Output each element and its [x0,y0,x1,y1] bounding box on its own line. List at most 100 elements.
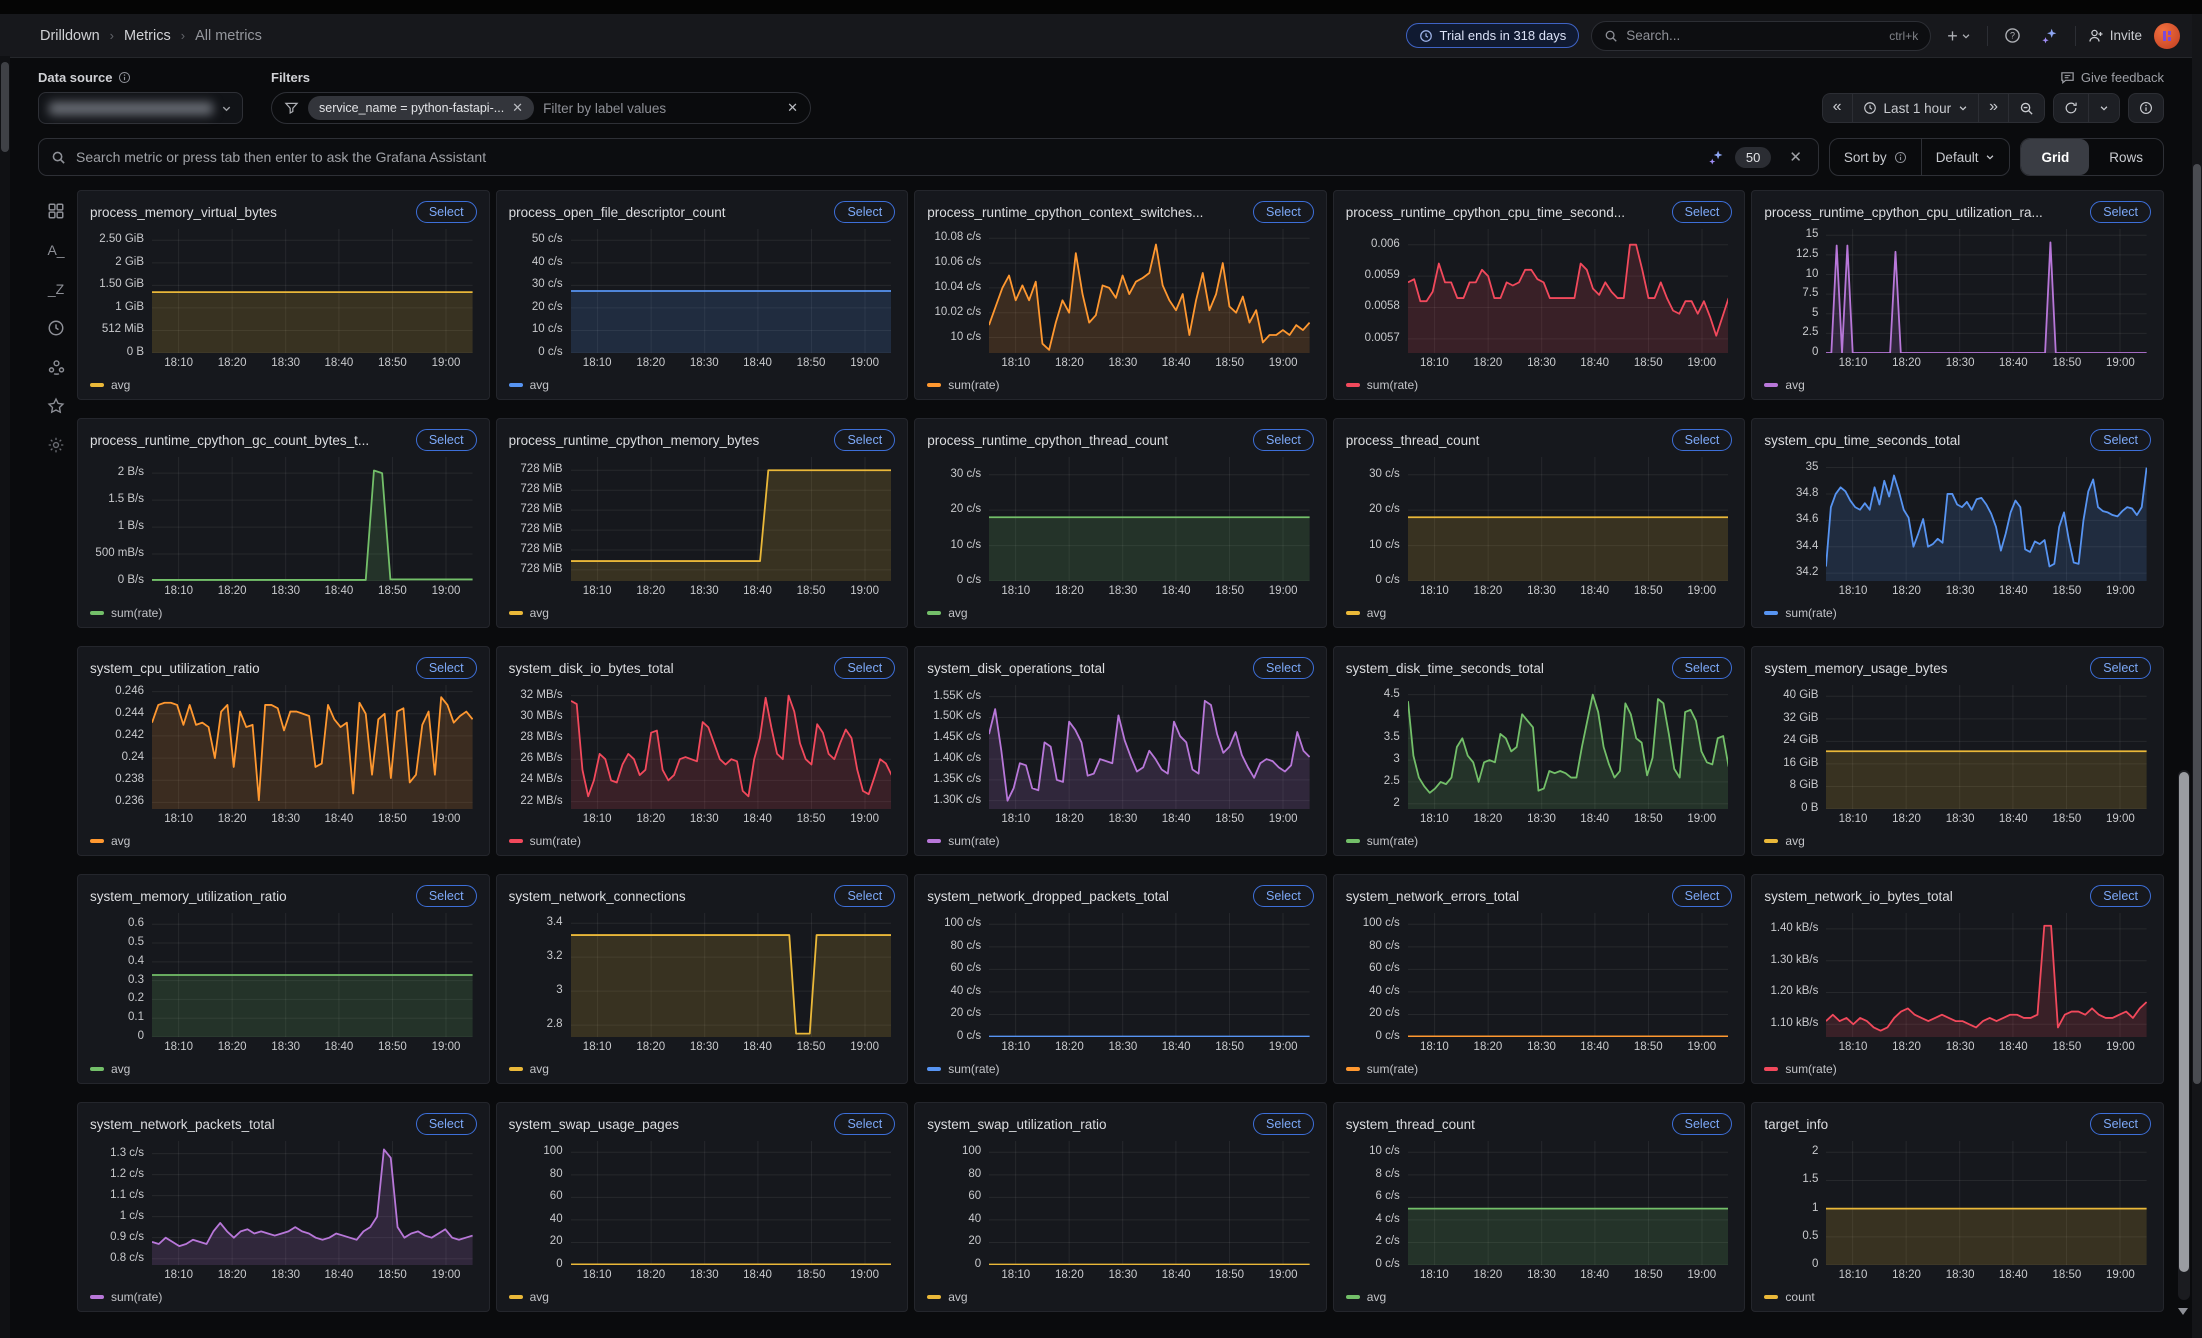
page-scrollbar-thumb[interactable] [2193,164,2201,1084]
select-button[interactable]: Select [1253,429,1314,451]
sort-value-dropdown[interactable]: Default [1920,139,2010,175]
legend[interactable]: avg [1764,375,2151,395]
sort-za-icon[interactable]: _Z [47,281,65,297]
select-button[interactable]: Select [2090,1113,2151,1135]
breadcrumb-drilldown[interactable]: Drilldown [40,27,100,44]
legend[interactable]: sum(rate) [1345,1059,1733,1079]
legend[interactable]: sum(rate) [90,603,477,623]
invite-button[interactable]: Invite [2088,28,2142,44]
select-button[interactable]: Select [834,657,896,679]
select-button[interactable]: Select [415,885,477,907]
legend[interactable]: sum(rate) [927,831,1314,851]
legend[interactable]: avg [1345,603,1733,623]
select-button[interactable]: Select [2090,657,2151,679]
refresh-interval-dropdown[interactable] [2088,93,2120,123]
refresh-button[interactable] [2053,93,2088,123]
zoom-out-button[interactable] [2008,93,2045,123]
legend[interactable]: avg [90,831,477,851]
give-feedback-link[interactable]: Give feedback [2060,70,2164,85]
legend[interactable]: sum(rate) [90,1287,477,1307]
remove-filter-icon[interactable]: ✕ [512,100,524,115]
filter-values-input[interactable] [543,100,779,116]
clear-search-icon[interactable]: ✕ [1789,149,1802,166]
select-button[interactable]: Select [2090,201,2151,223]
select-button[interactable]: Select [834,885,896,907]
plot-area[interactable] [1407,913,1729,1037]
select-button[interactable]: Select [1671,429,1733,451]
help-button[interactable]: ? [2000,23,2025,48]
legend[interactable]: sum(rate) [1345,375,1733,395]
global-search[interactable]: ctrl+k [1591,20,1932,51]
select-button[interactable]: Select [1671,1113,1733,1135]
legend[interactable]: avg [927,1287,1314,1307]
plot-area[interactable] [570,685,892,809]
new-menu-button[interactable]: + [1943,23,1975,49]
legend[interactable]: avg [1345,1287,1733,1307]
plot-area[interactable] [152,229,473,353]
plot-area[interactable] [989,457,1310,581]
left-scrollbar-thumb[interactable] [1,62,9,152]
clear-filters-icon[interactable]: ✕ [787,100,798,115]
apps-grid-icon[interactable] [45,200,67,222]
select-button[interactable]: Select [834,1113,896,1135]
plot-area[interactable] [570,913,892,1037]
plot-area[interactable] [1826,685,2147,809]
metric-search-input[interactable] [76,149,1698,165]
plot-area[interactable] [152,685,473,809]
trial-badge[interactable]: Trial ends in 318 days [1405,23,1580,48]
legend[interactable]: sum(rate) [1345,831,1733,851]
legend[interactable]: avg [508,1287,896,1307]
select-button[interactable]: Select [1671,885,1733,907]
legend[interactable]: avg [90,1059,477,1079]
select-button[interactable]: Select [834,201,896,223]
time-shift-back-button[interactable]: « [1821,93,1852,123]
legend[interactable]: sum(rate) [508,831,896,851]
view-grid-button[interactable]: Grid [2021,139,2090,175]
select-button[interactable]: Select [2090,429,2151,451]
legend[interactable]: sum(rate) [1764,1059,2151,1079]
select-button[interactable]: Select [2090,885,2151,907]
plot-area[interactable] [1407,1141,1729,1265]
plot-area[interactable] [1407,457,1729,581]
select-button[interactable]: Select [1253,657,1314,679]
time-shift-forward-button[interactable]: » [1978,93,2008,123]
legend[interactable]: sum(rate) [927,1059,1314,1079]
legend[interactable]: avg [1764,831,2151,851]
plot-area[interactable] [152,1141,473,1265]
global-search-input[interactable] [1626,28,1882,43]
plot-area[interactable] [989,685,1310,809]
left-scrollbar[interactable] [0,56,10,1338]
plot-area[interactable] [1826,229,2147,353]
view-rows-button[interactable]: Rows [2109,149,2143,165]
grafana-assistant-button[interactable] [2037,23,2063,49]
plot-area[interactable] [989,229,1310,353]
plot-area[interactable] [1407,229,1729,353]
inner-scrollbar[interactable] [2178,770,2190,1300]
plot-area[interactable] [570,1141,892,1265]
inner-scrollbar-thumb[interactable] [2179,772,2189,1272]
select-button[interactable]: Select [1671,657,1733,679]
plot-area[interactable] [1826,457,2147,581]
datasource-select[interactable] [38,92,243,124]
legend[interactable]: avg [508,375,896,395]
select-button[interactable]: Select [834,429,896,451]
plot-area[interactable] [152,457,473,581]
metric-search-box[interactable]: 50 ✕ [38,138,1819,176]
plot-area[interactable] [1826,1141,2147,1265]
legend[interactable]: avg [508,1059,896,1079]
select-button[interactable]: Select [415,201,477,223]
legend[interactable]: avg [927,603,1314,623]
page-scrollbar[interactable] [2192,14,2202,1338]
select-button[interactable]: Select [1253,201,1314,223]
time-range-picker[interactable]: Last 1 hour [1851,93,1979,123]
favorites-star-icon[interactable] [45,395,67,417]
plot-area[interactable] [570,229,892,353]
select-button[interactable]: Select [415,1113,477,1135]
plot-area[interactable] [989,1141,1310,1265]
select-button[interactable]: Select [1671,201,1733,223]
plot-area[interactable] [570,457,892,581]
plot-area[interactable] [152,913,473,1037]
recent-clock-icon[interactable] [45,317,67,339]
plot-area[interactable] [1407,685,1729,809]
users-icon[interactable] [45,356,67,378]
